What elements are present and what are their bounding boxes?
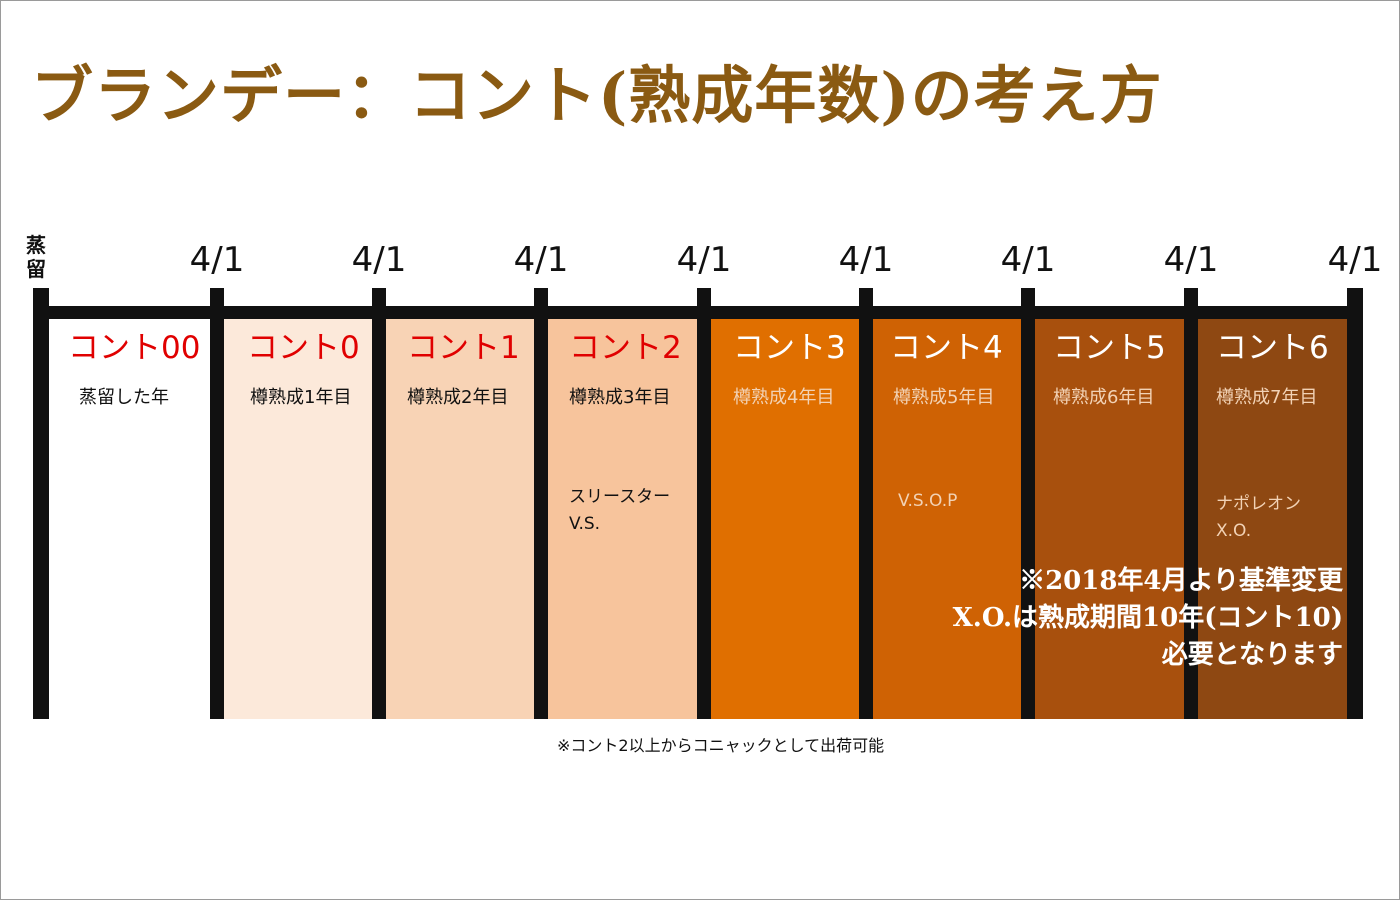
date-label: 4/1 — [838, 240, 894, 280]
date-label: 4/1 — [676, 240, 732, 280]
year-boundary — [534, 288, 548, 719]
aging-year-label: 樽熟成3年目 — [569, 387, 671, 408]
year-boundary — [859, 288, 873, 719]
cont-label: コント1 — [407, 330, 520, 366]
cont-label: コント5 — [1053, 330, 1166, 366]
date-label: 4/1 — [1000, 240, 1056, 280]
cont-label: コント4 — [890, 330, 1003, 366]
period-band — [711, 319, 859, 719]
date-label: 4/1 — [513, 240, 569, 280]
date-label: 4/1 — [1163, 240, 1219, 280]
period-band — [1035, 319, 1184, 719]
cont-label: コント0 — [247, 330, 360, 366]
grade-label: V.S.O.P — [898, 488, 957, 515]
aging-year-label: 樽熟成6年目 — [1053, 387, 1155, 408]
year-boundary — [1184, 288, 1198, 719]
cont-label: コント2 — [569, 330, 682, 366]
aging-year-label: 樽熟成4年目 — [733, 387, 835, 408]
aging-year-label: 樽熟成2年目 — [407, 387, 509, 408]
cont-label: コント3 — [733, 330, 846, 366]
timeline-axis — [33, 306, 1363, 319]
period-band — [49, 319, 210, 719]
note-line: ※2018年4月より基準変更 — [1019, 566, 1343, 596]
year-boundary — [1021, 288, 1035, 719]
period-band — [548, 319, 697, 719]
year-boundary — [697, 288, 711, 719]
period-band — [1198, 319, 1347, 719]
grade-name: ナポレオン — [1216, 494, 1301, 514]
xo-rule-note: ※2018年4月より基準変更 X.O.は熟成期間10年(コント10) 必要となり… — [931, 563, 1343, 674]
grade-name: スリースター — [569, 487, 671, 507]
aging-year-label: 樽熟成7年目 — [1216, 387, 1318, 408]
year-boundary — [33, 288, 49, 719]
grade-name: X.O. — [1216, 521, 1252, 541]
grade-label: スリースター V.S. — [569, 484, 670, 538]
date-label: 4/1 — [189, 240, 245, 280]
date-label: 4/1 — [351, 240, 407, 280]
cont-label: コント00 — [68, 330, 201, 366]
cont-label: コント6 — [1216, 330, 1329, 366]
period-band — [386, 319, 534, 719]
grade-name: V.S. — [569, 514, 601, 534]
year-boundary — [1347, 288, 1363, 719]
footnote: ※コント2以上からコニャックとして出荷可能 — [557, 736, 885, 755]
date-label: 4/1 — [1327, 240, 1383, 280]
aging-year-label: 樽熟成1年目 — [250, 387, 352, 408]
note-line: 必要となります — [1161, 640, 1343, 670]
aging-year-label: 蒸留した年 — [79, 387, 169, 408]
year-boundary — [210, 288, 224, 719]
period-band — [224, 319, 372, 719]
distill-label: 蒸留 — [26, 233, 46, 281]
grade-name: V.S.O.P — [898, 491, 958, 511]
page-title: ブランデー：コント(熟成年数)の考え方 — [31, 59, 1163, 132]
grade-label: ナポレオン X.O. — [1216, 491, 1301, 545]
period-band — [873, 319, 1021, 719]
aging-year-label: 樽熟成5年目 — [893, 387, 995, 408]
note-line: X.O.は熟成期間10年(コント10) — [952, 603, 1343, 633]
year-boundary — [372, 288, 386, 719]
